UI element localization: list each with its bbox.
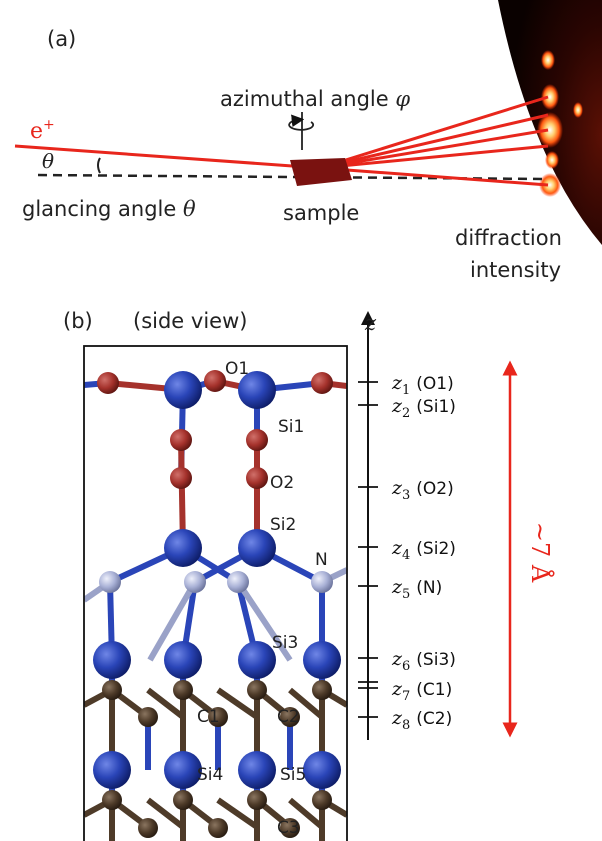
carbon-atom (173, 790, 193, 810)
carbon-atom (138, 707, 158, 727)
atom-label: O2 (270, 473, 294, 493)
z-atom: (O1) (416, 374, 453, 394)
z-atom: (C2) (416, 709, 452, 729)
z-atom: (Si3) (416, 650, 456, 670)
z-index: 6 (402, 659, 410, 674)
atom-label: C1 (197, 707, 220, 727)
atom-label: C3 (277, 818, 300, 838)
panel-b: (b) (side view) z ~7 Å O1 Si1 O2 Si2 N Si3 C1 C… (63, 309, 555, 841)
atom-label: Si5 (280, 765, 306, 785)
carbon-atom (247, 790, 267, 810)
oxygen-atom (311, 372, 333, 394)
angle-symbol: θ (42, 149, 54, 173)
panel-a: (a) e+ θ azimuthal angle φ glancing an (15, 0, 602, 282)
z-level-label: z8(C2) (391, 707, 452, 733)
oxygen-atom (246, 467, 268, 489)
silicon-atom (303, 641, 341, 679)
carbon-atom (208, 818, 228, 838)
z-level-label: z6(Si3) (391, 648, 456, 674)
z-level-label: z4(Si2) (391, 537, 456, 563)
z-index: 7 (402, 689, 410, 704)
z-atom: (N) (416, 578, 442, 598)
silicon-atom (238, 641, 276, 679)
carbon-atom (173, 680, 193, 700)
nitrogen-atom (99, 571, 121, 593)
atom-label: Si2 (270, 515, 296, 535)
silicon-atom (93, 751, 131, 789)
z-level-label: z7(C1) (391, 678, 452, 704)
atom-label: C2 (277, 707, 300, 727)
z-level-label: z2(Si1) (391, 395, 456, 421)
nitrogen-atom (311, 571, 333, 593)
nitrogen-atom (184, 571, 206, 593)
oxygen-atom (170, 467, 192, 489)
oxygen-atom (97, 372, 119, 394)
diffraction-label: diffraction (455, 226, 562, 250)
z-index: 8 (402, 718, 410, 733)
z-level-label: z3(O2) (391, 477, 454, 503)
rotation-icon (289, 112, 313, 150)
atom-label: N (315, 550, 328, 570)
carbon-atom (138, 818, 158, 838)
sample (290, 158, 352, 186)
z-index: 5 (402, 587, 410, 602)
z-atom: (Si1) (416, 397, 456, 417)
panel-label: (b) (63, 309, 93, 333)
carbon-atom (312, 680, 332, 700)
thickness-label: ~7 Å (526, 522, 555, 583)
silicon-atom (238, 751, 276, 789)
atom-label: Si4 (197, 765, 223, 785)
silicon-atom (164, 529, 202, 567)
angle-arc (98, 158, 100, 173)
sample-label: sample (283, 201, 359, 225)
glancing-label: glancing angle θ (22, 197, 196, 221)
carbon-atom (312, 790, 332, 810)
carbon-atom (247, 680, 267, 700)
oxygen-atom (246, 429, 268, 451)
z-index: 4 (402, 548, 410, 563)
atom-label: Si1 (278, 417, 304, 437)
positron-label: e+ (30, 117, 55, 144)
atom-label: Si3 (272, 633, 298, 653)
carbon-atom (102, 790, 122, 810)
incident-beam (15, 146, 320, 168)
z-atom: (O2) (416, 479, 453, 499)
z-atom: (Si2) (416, 539, 456, 559)
silicon-atom (303, 751, 341, 789)
silicon-atom (164, 371, 202, 409)
z-level-label: z5(N) (391, 576, 442, 602)
z-index: 3 (402, 488, 410, 503)
atom-label: O1 (225, 359, 249, 379)
z-atom: (C1) (416, 680, 452, 700)
silicon-atom (164, 641, 202, 679)
silicon-atom (93, 641, 131, 679)
axis-label: z (364, 311, 377, 335)
nitrogen-atom (227, 571, 249, 593)
z-index: 2 (402, 406, 410, 421)
figure: (a) e+ θ azimuthal angle φ glancing an (0, 0, 602, 841)
oxygen-atom (204, 370, 226, 392)
diffraction-label: intensity (470, 258, 561, 282)
page: {"panel_a": {"label": "(a)", "positron":… (0, 0, 602, 841)
oxygen-atom (170, 429, 192, 451)
azimuthal-label: azimuthal angle φ (220, 87, 410, 111)
view-label: (side view) (133, 309, 247, 333)
panel-label: (a) (47, 27, 76, 51)
carbon-atom (102, 680, 122, 700)
z-index: 1 (402, 383, 410, 398)
